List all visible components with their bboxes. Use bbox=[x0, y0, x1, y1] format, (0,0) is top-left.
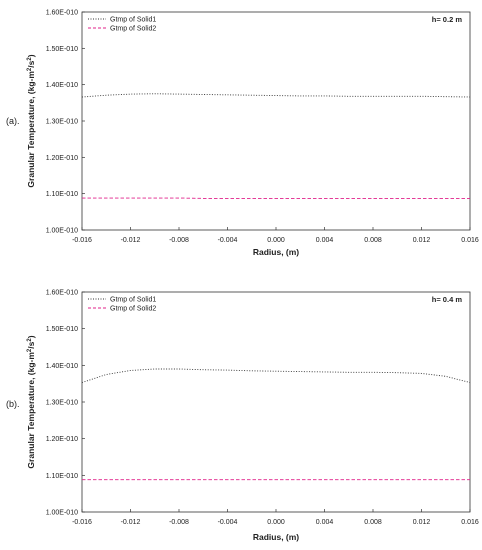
y-tick-label: 1.40E-010 bbox=[46, 363, 78, 370]
series-layer bbox=[81, 368, 471, 481]
y-axis-title-sup: 2 bbox=[27, 348, 33, 352]
legend-label-solid2: Gtmp of Solid2 bbox=[110, 26, 156, 33]
legend-label-solid2: Gtmp of Solid2 bbox=[110, 306, 156, 313]
height-annotation: h= 0.2 m bbox=[432, 15, 463, 24]
y-tick-label: 1.20E-010 bbox=[46, 155, 78, 162]
x-tick-label: -0.012 bbox=[121, 519, 141, 526]
panel-a: 1.00E-010 1.10E-010 1.20E-010 1.30E-010 1.40… bbox=[6, 10, 479, 258]
y-axis: 1.00E-010 1.10E-010 1.20E-010 1.30E-010 1.40… bbox=[46, 10, 85, 235]
plot-frame bbox=[81, 11, 471, 231]
x-tick-label: 0.000 bbox=[267, 237, 285, 244]
legend: Gtmp of Solid1 Gtmp of Solid2 bbox=[88, 297, 156, 313]
y-tick-label: 1.00E-010 bbox=[46, 228, 78, 235]
legend-label-solid1: Gtmp of Solid1 bbox=[110, 17, 156, 24]
y-tick-label: 1.00E-010 bbox=[46, 510, 78, 517]
y-axis-title-sup2: 2 bbox=[27, 338, 33, 342]
y-axis-title-end: ) bbox=[26, 335, 36, 338]
x-tick-label: 0.008 bbox=[364, 237, 382, 244]
x-tick-label: 0.016 bbox=[461, 237, 479, 244]
x-tick-label: -0.004 bbox=[218, 519, 238, 526]
y-axis: 1.00E-010 1.10E-010 1.20E-010 1.30E-010 1.40… bbox=[46, 290, 85, 517]
y-axis-title: Granular Temperature, (kg-m2/s2) bbox=[26, 54, 36, 187]
x-tick-label: 0.004 bbox=[316, 519, 334, 526]
x-tick-label: -0.004 bbox=[218, 237, 238, 244]
x-tick-label: 0.008 bbox=[364, 519, 382, 526]
y-axis-title-end: ) bbox=[26, 54, 36, 57]
y-axis-title-mid: /s bbox=[26, 60, 36, 67]
height-annotation: h= 0.4 m bbox=[432, 295, 463, 304]
panel-label: (a). bbox=[6, 116, 20, 126]
y-tick-label: 1.30E-010 bbox=[46, 400, 78, 407]
y-axis-title: Granular Temperature, (kg-m2/s2) bbox=[26, 335, 36, 468]
x-tick-label: 0.000 bbox=[267, 519, 285, 526]
plot-frame bbox=[81, 291, 471, 513]
y-axis-title-main: Granular Temperature, (kg-m bbox=[26, 352, 36, 469]
y-tick-label: 1.50E-010 bbox=[46, 46, 78, 53]
y-tick-label: 1.20E-010 bbox=[46, 436, 78, 443]
x-tick-label: 0.016 bbox=[461, 519, 479, 526]
y-tick-label: 1.40E-010 bbox=[46, 82, 78, 89]
panel-label: (b). bbox=[6, 399, 20, 409]
y-tick-label: 1.60E-010 bbox=[46, 10, 78, 17]
x-tick-label: 0.012 bbox=[413, 519, 431, 526]
y-tick-label: 1.10E-010 bbox=[46, 473, 78, 480]
x-tick-label: 0.012 bbox=[413, 237, 431, 244]
y-axis-title-main: Granular Temperature, (kg-m bbox=[26, 71, 36, 188]
x-axis-title: Radius, (m) bbox=[253, 532, 299, 542]
x-tick-label: -0.008 bbox=[169, 237, 189, 244]
y-tick-label: 1.50E-010 bbox=[46, 326, 78, 333]
x-tick-label: -0.012 bbox=[121, 237, 141, 244]
series-layer bbox=[81, 93, 471, 199]
y-axis-title-sup: 2 bbox=[27, 67, 33, 71]
x-tick-label: -0.016 bbox=[72, 519, 92, 526]
x-tick-label: 0.004 bbox=[316, 237, 334, 244]
legend-label-solid1: Gtmp of Solid1 bbox=[110, 297, 156, 304]
panel-b: 1.00E-010 1.10E-010 1.20E-010 1.30E-010 1.40… bbox=[6, 290, 479, 543]
x-axis: -0.016 -0.012 -0.008 -0.004 0.000 0.004 0.008 0… bbox=[72, 509, 479, 526]
y-axis-title-mid: /s bbox=[26, 341, 36, 348]
x-tick-label: -0.008 bbox=[169, 519, 189, 526]
x-tick-label: -0.016 bbox=[72, 237, 92, 244]
y-tick-label: 1.10E-010 bbox=[46, 191, 78, 198]
series-line-solid1 bbox=[81, 93, 471, 98]
legend: Gtmp of Solid1 Gtmp of Solid2 bbox=[88, 17, 156, 33]
y-tick-label: 1.30E-010 bbox=[46, 119, 78, 126]
y-tick-label: 1.60E-010 bbox=[46, 290, 78, 297]
series-line-solid1 bbox=[81, 368, 471, 384]
x-axis: -0.016 -0.012 -0.008 -0.004 0.000 0.004 0.008 0… bbox=[72, 227, 479, 244]
x-axis-title: Radius, (m) bbox=[253, 247, 299, 257]
y-axis-title-sup2: 2 bbox=[27, 57, 33, 61]
